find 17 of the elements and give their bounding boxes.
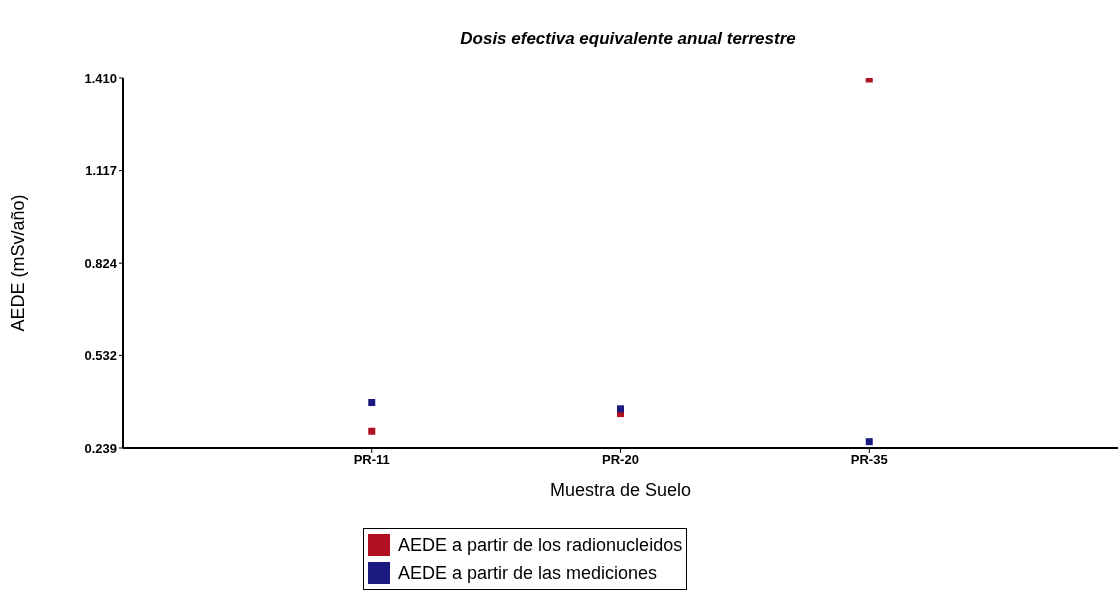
chart-title: Dosis efectiva equivalente anual terrestre <box>460 29 796 48</box>
y-tick-label: 1.410 <box>84 70 117 86</box>
point <box>368 427 376 435</box>
y-axis-title: AEDE (mSv/año) <box>8 194 29 332</box>
x-tick-label: PR-20 <box>602 452 639 468</box>
x-tick-label: PR-11 <box>353 452 390 468</box>
legend-label: AEDE a partir de los radionucleidos <box>398 534 683 556</box>
point <box>368 399 376 406</box>
point <box>617 405 624 413</box>
y-tick-label: 0.824 <box>84 255 118 271</box>
y-tick-label: 0.239 <box>84 440 117 456</box>
x-tick-label: PR-35 <box>850 452 888 468</box>
legend-label: AEDE a partir de las mediciones <box>398 562 658 584</box>
y-tick-label: 1.117 <box>85 163 117 179</box>
x-axis-title: Muestra de Suelo <box>549 480 692 500</box>
point <box>865 438 873 446</box>
y-tick-label: 0.532 <box>84 348 117 364</box>
